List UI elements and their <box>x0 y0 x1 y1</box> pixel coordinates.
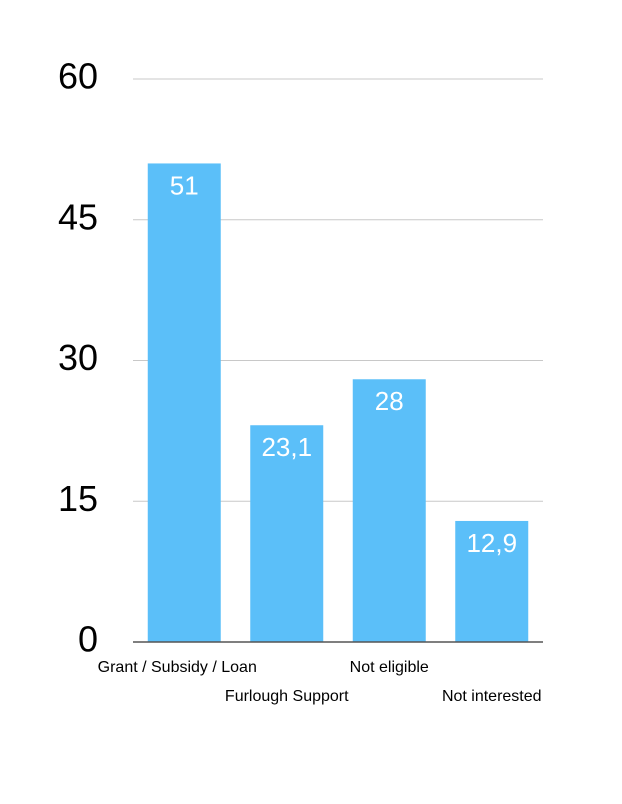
bar <box>455 520 529 642</box>
x-tick-label: Grant / Subsidy / Loan <box>98 659 257 676</box>
bar <box>250 425 324 642</box>
y-tick-label: 60 <box>58 56 98 97</box>
x-tick-label: Not eligible <box>350 659 429 676</box>
y-tick-label: 15 <box>58 478 98 519</box>
y-tick-label: 30 <box>58 337 98 378</box>
value-label: 12,9 <box>466 528 517 558</box>
x-tick-label: Furlough Support <box>225 688 349 705</box>
bar <box>352 379 426 642</box>
bar <box>147 163 221 642</box>
value-label: 28 <box>375 386 404 416</box>
value-label: 51 <box>170 170 199 200</box>
value-label: 23,1 <box>261 432 312 462</box>
y-tick-label: 0 <box>78 619 98 660</box>
y-tick-label: 45 <box>58 196 98 237</box>
x-tick-label: Not interested <box>442 688 542 705</box>
